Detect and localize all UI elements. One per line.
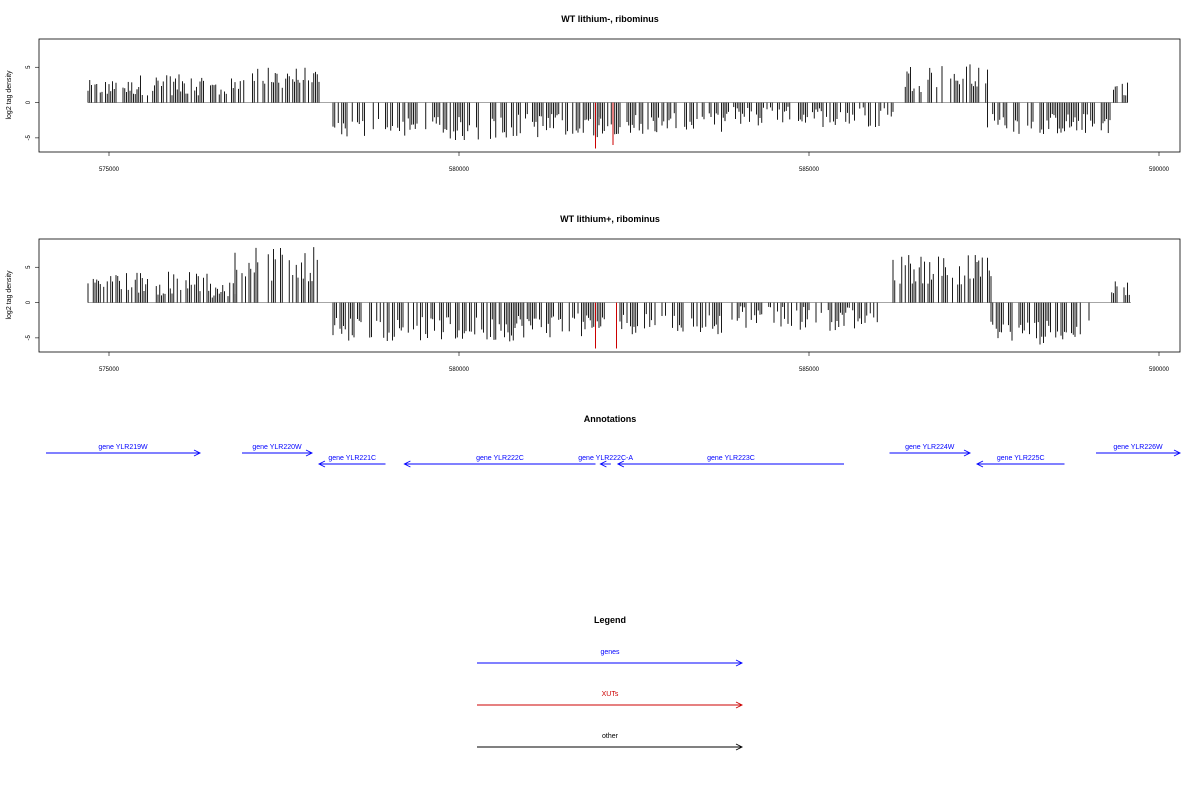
y-tick-label: 5 bbox=[26, 265, 32, 269]
gene-arrow: gene YLR226W bbox=[1096, 444, 1182, 457]
legend-arrowhead bbox=[735, 659, 744, 667]
x-tick-label: 590000 bbox=[1149, 167, 1170, 173]
x-tick-label: 590000 bbox=[1149, 367, 1170, 373]
panel-lithium-minus: WT lithium-, ribominus log2 tag density … bbox=[6, 14, 1181, 173]
gene-label: gene YLR224W bbox=[905, 444, 955, 451]
gene-arrow: gene YLR220W bbox=[242, 444, 314, 457]
y-tick-label: -5 bbox=[26, 135, 32, 141]
x-tick-labels: 575000 580000 585000 590000 bbox=[99, 152, 1170, 173]
gene-label: gene YLR222C-A bbox=[578, 455, 633, 462]
annotations-title: Annotations bbox=[584, 414, 637, 424]
panel-lithium-plus: WT lithium+, ribominus log2 tag density … bbox=[6, 214, 1181, 373]
legend-items: genes XUTs other bbox=[477, 649, 744, 751]
y-tick-labels: -5 0 5 bbox=[26, 65, 39, 141]
gene-arrowhead bbox=[975, 460, 984, 468]
x-tick-label: 585000 bbox=[799, 167, 820, 173]
x-tick-label: 575000 bbox=[99, 167, 120, 173]
y-tick-label: -5 bbox=[26, 335, 32, 341]
legend: Legend genes XUTs other bbox=[477, 615, 744, 751]
gene-arrowhead bbox=[193, 449, 202, 457]
gene-label: gene YLR222C bbox=[476, 455, 524, 462]
legend-arrowhead bbox=[735, 701, 744, 709]
panel-title: WT lithium+, ribominus bbox=[560, 214, 660, 224]
y-axis-label: log2 tag density bbox=[6, 70, 13, 120]
gene-arrowhead bbox=[599, 460, 607, 468]
legend-item: other bbox=[477, 733, 744, 751]
legend-label: other bbox=[602, 733, 619, 740]
plot-frame bbox=[38, 238, 1181, 353]
track-bars bbox=[87, 64, 1128, 149]
legend-label: genes bbox=[600, 649, 620, 656]
legend-title: Legend bbox=[594, 615, 626, 625]
gene-arrow: gene YLR222C-A bbox=[578, 455, 633, 468]
gene-arrow: gene YLR219W bbox=[46, 444, 202, 457]
track-bars bbox=[87, 247, 1131, 349]
y-tick-labels: -5 0 5 bbox=[26, 265, 39, 341]
y-tick-label: 5 bbox=[26, 65, 32, 69]
gene-label: gene YLR226W bbox=[1113, 444, 1163, 451]
gene-label: gene YLR219W bbox=[98, 444, 148, 451]
plot-frame bbox=[38, 38, 1181, 153]
y-tick-label: 0 bbox=[26, 300, 32, 304]
x-tick-label: 585000 bbox=[799, 367, 820, 373]
gene-label: gene YLR223C bbox=[707, 455, 755, 462]
gene-arrow: gene YLR224W bbox=[889, 444, 972, 457]
x-tick-label: 575000 bbox=[99, 367, 120, 373]
gene-arrowhead bbox=[403, 460, 411, 468]
y-tick-label: 0 bbox=[26, 100, 32, 104]
x-tick-label: 580000 bbox=[449, 167, 470, 173]
gene-label: gene YLR220W bbox=[252, 444, 302, 451]
gene-arrow: gene YLR221C bbox=[317, 455, 386, 468]
gene-arrowhead bbox=[1173, 449, 1182, 457]
legend-item: genes bbox=[477, 649, 744, 667]
x-tick-labels: 575000 580000 585000 590000 bbox=[99, 352, 1170, 373]
gene-arrow: gene YLR225C bbox=[975, 455, 1065, 468]
gene-arrow: gene YLR223C bbox=[616, 455, 844, 468]
legend-item: XUTs bbox=[477, 691, 744, 709]
y-axis-label: log2 tag density bbox=[6, 270, 13, 320]
gene-arrowhead bbox=[963, 449, 972, 457]
annotations-track: Annotations gene YLR219W gene YLR220Wgene… bbox=[46, 414, 1182, 468]
gene-label: gene YLR221C bbox=[328, 455, 376, 462]
legend-arrowhead bbox=[735, 743, 744, 751]
gene-arrowhead bbox=[305, 449, 314, 457]
x-tick-label: 580000 bbox=[449, 367, 470, 373]
gene-arrows: gene YLR219W gene YLR220W gene YLR221C gene… bbox=[46, 444, 1182, 468]
gene-arrowhead bbox=[317, 460, 326, 468]
legend-label: XUTs bbox=[602, 691, 619, 698]
gene-label: gene YLR225C bbox=[997, 455, 1045, 462]
panel-title: WT lithium-, ribominus bbox=[561, 14, 659, 24]
gene-arrow: gene YLR222C bbox=[403, 455, 596, 468]
gene-arrowhead bbox=[616, 460, 625, 468]
